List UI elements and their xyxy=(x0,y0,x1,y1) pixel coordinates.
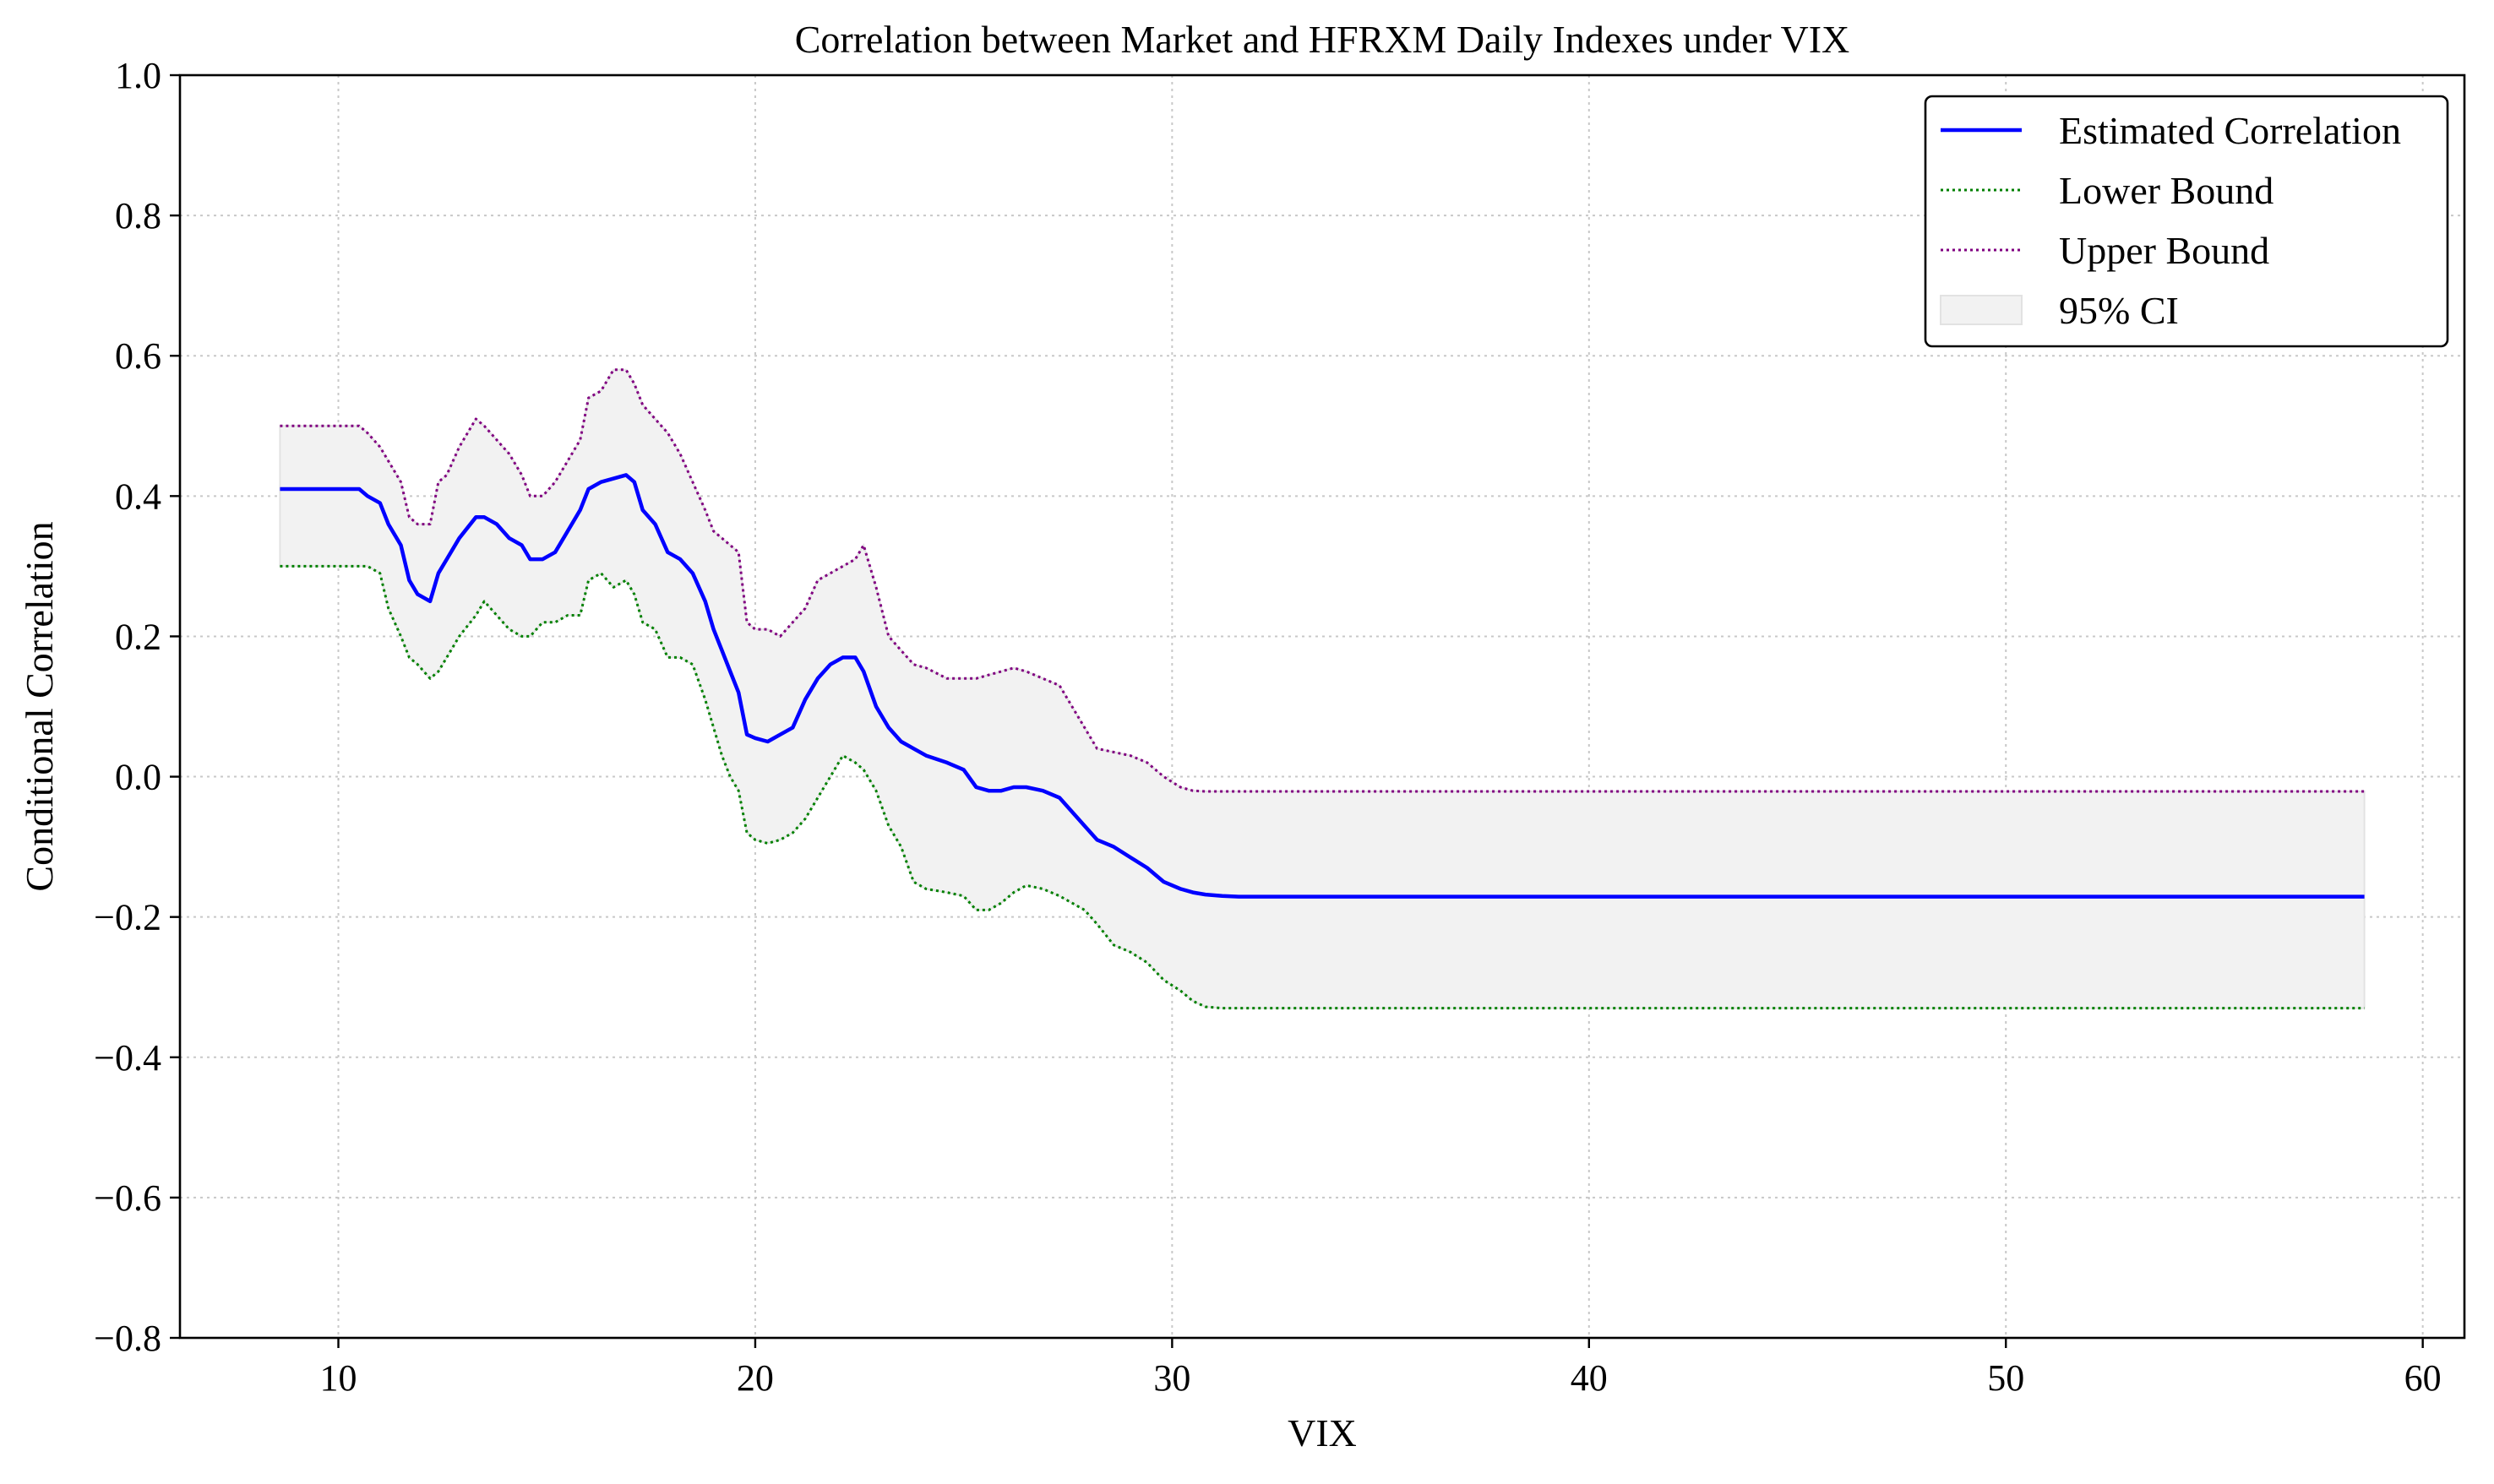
series-line-upper-bound xyxy=(280,368,2365,793)
legend-label-estimated-correlation: Estimated Correlation xyxy=(2059,109,2401,152)
y-tick-label: 0.8 xyxy=(115,195,161,236)
legend-box xyxy=(1924,95,2449,348)
y-tick-label: 0.2 xyxy=(115,616,161,657)
y-tick-label: 1.0 xyxy=(115,55,161,96)
y-tick-label: 0.6 xyxy=(115,335,161,377)
x-tick-label: 40 xyxy=(1571,1357,1608,1399)
legend-label-upper-bound: Upper Bound xyxy=(2059,229,2269,272)
legend-swatch-ci xyxy=(1940,295,2023,325)
ci-band-layer xyxy=(279,368,2366,1009)
ticks: 10 20 30 40 50 60 1.0 0.8 0.6 0.4 0.2 0.0 −0.2 −0.4 −0… xyxy=(94,55,2441,1399)
x-tick-label: 60 xyxy=(2404,1357,2442,1399)
y-axis-title: Conditional Correlation xyxy=(18,521,61,891)
x-tick-label: 10 xyxy=(320,1357,357,1399)
x-tick-label: 50 xyxy=(1987,1357,2024,1399)
legend-label-ci: 95% CI xyxy=(2059,289,2179,332)
y-tick-label: −0.4 xyxy=(94,1037,161,1079)
plot-frame xyxy=(178,73,2466,1340)
series-line-lower-bound xyxy=(280,564,2365,1010)
y-tick-label: −0.8 xyxy=(94,1318,161,1359)
x-axis-title: VIX xyxy=(1288,1411,1357,1454)
y-tick-label: −0.2 xyxy=(94,897,161,938)
y-tick-label: −0.6 xyxy=(94,1177,161,1219)
ci-band xyxy=(279,368,2366,1009)
legend: Estimated Correlation Lower Bound Upper … xyxy=(1924,95,2449,348)
y-tick-label: 0.0 xyxy=(115,757,161,798)
x-tick-label: 20 xyxy=(737,1357,774,1399)
x-tick-label: 30 xyxy=(1153,1357,1190,1399)
series-layer xyxy=(280,368,2365,1010)
chart-title: Correlation between Market and HFRXM Dai… xyxy=(795,18,1850,61)
series-line-estimated-correlation xyxy=(280,473,2365,899)
y-tick-label: 0.4 xyxy=(115,476,161,517)
legend-label-lower-bound: Lower Bound xyxy=(2059,169,2273,212)
